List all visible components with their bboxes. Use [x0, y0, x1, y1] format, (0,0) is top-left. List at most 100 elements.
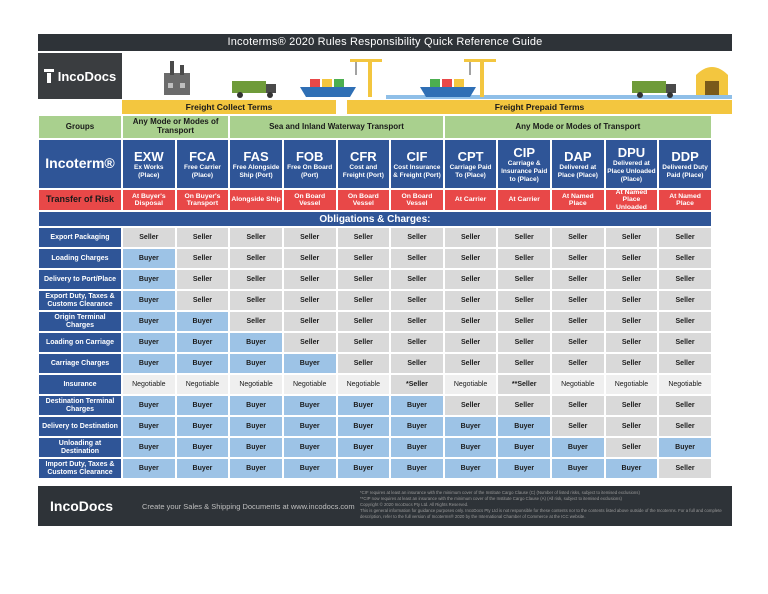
- obligation-cell: Seller: [551, 395, 605, 416]
- obligation-cell: Seller: [551, 227, 605, 248]
- obligation-cell: Buyer: [497, 416, 551, 437]
- obligation-cell: Buyer: [175, 416, 230, 437]
- obligation-cell: Negotiable: [175, 374, 230, 395]
- obligation-cell: Seller: [658, 227, 712, 248]
- copyright: Copyright © 2020 IncoDocs Pty Ltd. All R…: [360, 502, 469, 507]
- risk-cell: Alongside Ship: [229, 189, 283, 211]
- obligation-cell: Buyer: [390, 437, 444, 458]
- risk-cell: On Buyer's Transport: [175, 189, 230, 211]
- obligation-cell: Seller: [390, 269, 444, 290]
- risk-cell: At Named Place: [658, 189, 712, 211]
- disclaimer: This is general information for guidance…: [360, 508, 722, 519]
- obligation-cell: Buyer: [122, 290, 176, 311]
- obligation-cell: Buyer: [282, 437, 337, 458]
- obligation-cell: Buyer: [336, 437, 391, 458]
- obligation-cell: Seller: [551, 311, 605, 332]
- obligation-cell: Seller: [604, 416, 659, 437]
- obligation-cell: Seller: [604, 227, 659, 248]
- obligation-row-label: Delivery to Port/Place: [38, 269, 122, 290]
- obligation-cell: Seller: [604, 395, 659, 416]
- term-description: Cost and Freight (Port): [342, 163, 384, 179]
- obligation-cell: Seller: [282, 332, 337, 353]
- footnote-cif: *CIF requires at least an insurance with…: [360, 490, 640, 495]
- obligation-cell: *Seller: [390, 374, 444, 395]
- obligation-cell: Seller: [658, 353, 712, 374]
- obligation-cell: Seller: [336, 332, 391, 353]
- obligation-cell: Seller: [551, 332, 605, 353]
- term-code: CFR: [349, 148, 377, 164]
- obligation-cell: Buyer: [604, 458, 659, 479]
- incoterms-reference-chart: Incoterms® 2020 Rules Responsibility Qui…: [38, 34, 732, 526]
- term-description: Free On Board (Port): [287, 163, 333, 179]
- term-header: DDP Delivered Duty Paid (Place): [658, 139, 712, 189]
- obligation-cell: Seller: [497, 311, 551, 332]
- obligations-header: Obligations & Charges:: [38, 211, 712, 227]
- obligation-cell: Buyer: [122, 416, 176, 437]
- term-header: CIF Cost Insurance & Freight (Port): [390, 139, 444, 189]
- obligation-cell: Seller: [229, 311, 283, 332]
- risk-cell: At Buyer's Disposal: [122, 189, 176, 211]
- obligation-cell: Seller: [658, 290, 712, 311]
- factory-icon: [164, 61, 190, 95]
- freight-collect-header: Freight Collect Terms: [122, 100, 336, 114]
- obligation-cell: Negotiable: [658, 374, 712, 395]
- obligation-cell: Negotiable: [336, 374, 391, 395]
- ship-icon-right: [420, 79, 476, 97]
- risk-cell: At Named Place Unloaded: [604, 189, 659, 211]
- warehouse-icon: [696, 67, 728, 95]
- obligation-cell: Seller: [551, 353, 605, 374]
- obligation-cell: Seller: [175, 290, 230, 311]
- obligation-cell: Seller: [229, 227, 283, 248]
- term-header: DAP Delivered at Place (Place): [551, 139, 605, 189]
- obligation-cell: Seller: [443, 248, 498, 269]
- obligation-cell: Buyer: [122, 311, 176, 332]
- risk-cell: At Named Place: [551, 189, 605, 211]
- obligation-cell: Negotiable: [443, 374, 498, 395]
- obligation-row-label: Insurance: [38, 374, 122, 395]
- obligation-cell: Buyer: [282, 458, 337, 479]
- obligation-cell: Seller: [658, 269, 712, 290]
- obligation-cell: Buyer: [551, 458, 605, 479]
- obligation-cell: Negotiable: [282, 374, 337, 395]
- obligation-cell: Buyer: [175, 332, 230, 353]
- obligation-cell: Seller: [390, 311, 444, 332]
- obligation-cell: Negotiable: [604, 374, 659, 395]
- obligation-cell: Buyer: [229, 353, 283, 374]
- obligation-cell: Buyer: [497, 458, 551, 479]
- obligation-cell: Buyer: [229, 332, 283, 353]
- obligation-cell: Buyer: [175, 311, 230, 332]
- obligation-cell: Seller: [390, 290, 444, 311]
- term-description: Ex Works (Place): [134, 163, 164, 179]
- obligation-cell: Seller: [604, 311, 659, 332]
- obligation-cell: Seller: [282, 311, 337, 332]
- obligation-cell: **Seller: [497, 374, 551, 395]
- obligation-cell: Seller: [336, 353, 391, 374]
- obligation-cell: Buyer: [122, 248, 176, 269]
- obligation-cell: Negotiable: [551, 374, 605, 395]
- crane-icon-right: [464, 59, 496, 97]
- term-code: FCA: [189, 148, 216, 164]
- obligation-cell: Seller: [282, 227, 337, 248]
- obligation-cell: Seller: [175, 269, 230, 290]
- truck-icon-right: [632, 81, 676, 98]
- footnote-cip: **CIP now requires at least an insurance…: [360, 496, 622, 501]
- brand-name: IncoDocs: [57, 68, 117, 84]
- obligation-cell: Seller: [497, 332, 551, 353]
- obligation-cell: Seller: [175, 227, 230, 248]
- obligation-cell: Buyer: [390, 458, 444, 479]
- obligation-cell: Seller: [604, 290, 659, 311]
- obligation-cell: Buyer: [658, 437, 712, 458]
- obligation-cell: Seller: [497, 227, 551, 248]
- term-header: CIP Carriage & Insurance Paid to (Place): [497, 139, 551, 189]
- obligation-cell: Buyer: [390, 416, 444, 437]
- obligation-cell: Seller: [497, 290, 551, 311]
- term-description: Carriage Paid To (Place): [449, 163, 492, 179]
- risk-cell: On Board Vessel: [390, 189, 444, 211]
- obligation-cell: Seller: [497, 269, 551, 290]
- obligation-cell: Seller: [658, 416, 712, 437]
- obligation-cell: Buyer: [390, 395, 444, 416]
- footer: IncoDocs Create your Sales & Shipping Do…: [38, 486, 732, 526]
- obligation-cell: Seller: [658, 395, 712, 416]
- obligation-cell: Buyer: [122, 353, 176, 374]
- obligation-cell: Seller: [336, 269, 391, 290]
